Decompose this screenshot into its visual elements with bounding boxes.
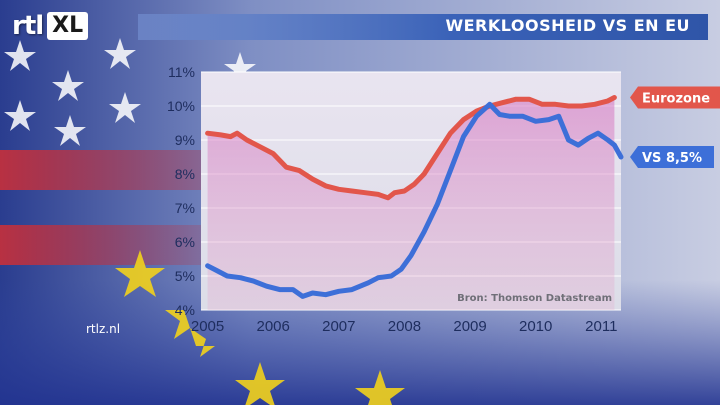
site-url: rtlz.nl [86, 322, 121, 336]
flag-star-icon [109, 92, 141, 123]
series-label-text: Eurozone [642, 92, 710, 107]
x-tick-label: 2007 [322, 318, 355, 335]
logo-rtl: rtl [12, 11, 44, 41]
x-tick-label: 2010 [519, 318, 552, 335]
series-line-eurozone [205, 95, 617, 201]
title-bar: WERKLOOSHEID VS EN EU [138, 14, 708, 40]
label-pointer [630, 146, 714, 168]
series-line-vs [205, 101, 624, 299]
y-tick-label: 8% [175, 166, 195, 182]
eu-star-icon [115, 250, 165, 297]
series-label-vs: VS 8,5% [630, 146, 714, 168]
eu-star-icon [355, 370, 405, 405]
flag-star-icon [104, 38, 136, 69]
flag-star-icon [52, 70, 84, 101]
flag-star-icon [4, 40, 36, 71]
flag-star-icon [54, 115, 86, 146]
x-tick-label: 2011 [585, 318, 617, 335]
y-tick-label: 5% [175, 268, 195, 284]
y-tick-label: 7% [175, 200, 195, 216]
chart-title: WERKLOOSHEID VS EN EU [445, 16, 690, 35]
y-tick-label: 11% [168, 64, 195, 80]
gap-area [207, 97, 615, 310]
rtlz-logo: rtl XL [12, 10, 89, 42]
label-pointer [630, 86, 720, 109]
series-label-text: VS 8,5% [642, 151, 702, 166]
eu-star-icon [165, 310, 215, 357]
y-tick-label: 10% [167, 98, 195, 114]
flag-star-icon [224, 52, 256, 83]
logo-xl: XL [47, 12, 89, 40]
series-label-eurozone: Eurozone [630, 86, 720, 109]
x-tick-label: 2008 [388, 318, 421, 335]
eu-star-icon [235, 362, 285, 405]
y-tick-label: 9% [175, 132, 195, 148]
x-tick-label: 2005 [191, 318, 224, 335]
y-tick-label: 6% [175, 234, 195, 250]
flag-star-icon [4, 100, 36, 131]
x-tick-label: 2006 [257, 318, 290, 335]
y-tick-label: 4% [175, 302, 195, 318]
source-note: Bron: Thomson Datastream [457, 293, 612, 304]
x-tick-label: 2009 [453, 318, 486, 335]
